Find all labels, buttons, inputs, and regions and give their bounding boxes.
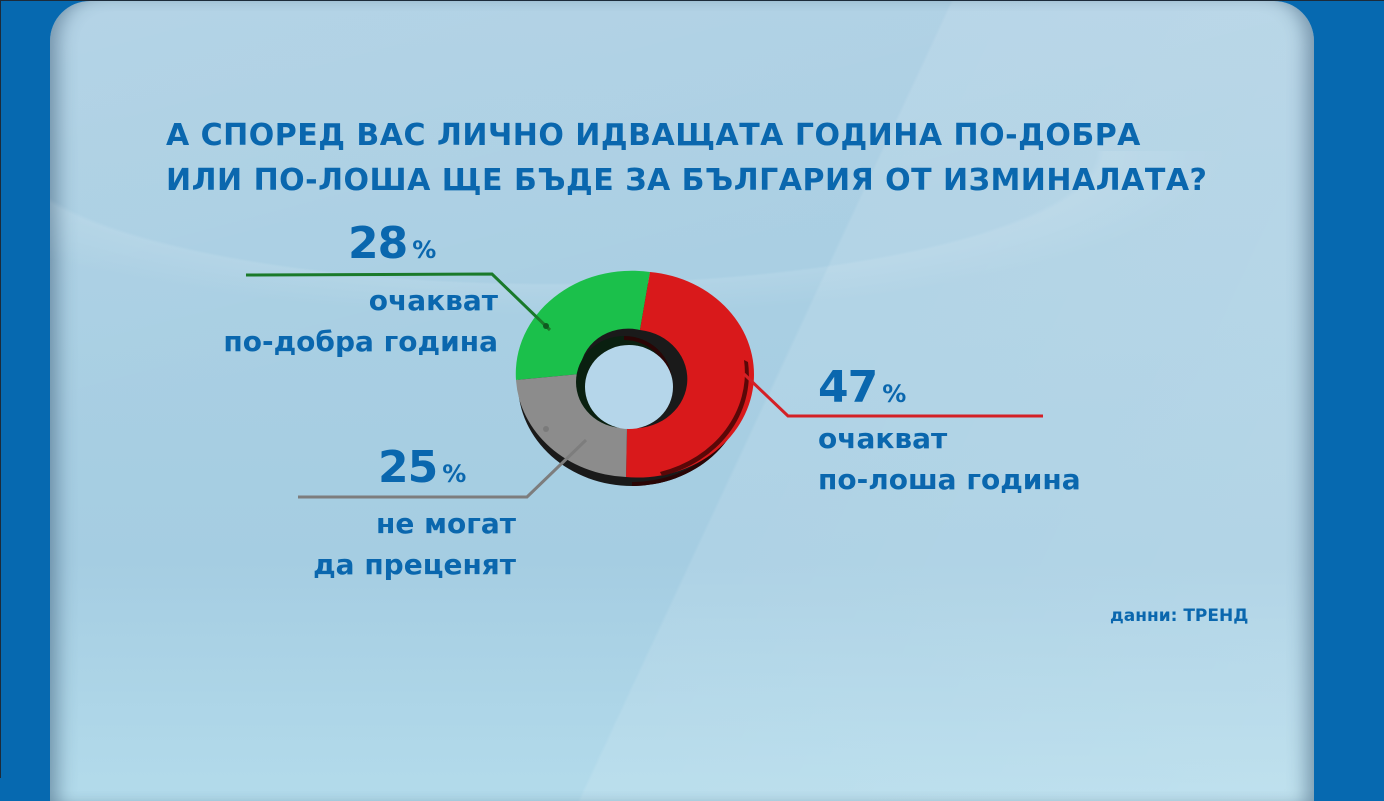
content-panel [50,1,1314,801]
top-border [0,0,1384,1]
right-frame [1314,1,1384,778]
label-worse-line-2: по-лоша година [818,463,1081,496]
background-sheen [50,151,1314,801]
label-better: очакват по-добра година [158,280,498,362]
pct-better-value: 28 [348,218,408,269]
donut-chart [245,270,1043,499]
donut-hole [585,345,673,429]
pct-better: 28% [348,218,436,269]
left-border [0,0,1,778]
label-worse-line-1: очакват [818,422,948,455]
pct-worse-value: 47 [818,362,878,413]
pct-better-unit: % [412,236,437,264]
leader-line-worse [742,372,1043,418]
label-worse: очакват по-лоша година [818,418,1081,500]
pct-unsure-unit: % [442,460,467,488]
donut-slice-worse [626,272,754,478]
leader-line-better [245,272,552,332]
label-unsure-line-2: да преценят [313,548,516,581]
title-line-2: ИЛИ ПО-ЛОША ЩЕ БЪДЕ ЗА БЪЛГАРИЯ ОТ ИЗМИН… [166,163,1208,198]
pct-unsure: 25% [378,442,466,493]
label-unsure: не могат да преценят [290,503,516,585]
pct-worse: 47% [818,362,906,413]
label-better-line-2: по-добра година [223,325,498,358]
leader-line-unsure [298,438,588,499]
data-source: данни: ТРЕНД [1110,606,1249,626]
donut-slice-better [515,270,650,380]
donut-slice-unsure [516,374,627,477]
label-better-line-1: очакват [368,284,498,317]
label-unsure-line-1: не могат [376,507,516,540]
chart-title: А СПОРЕД ВАС ЛИЧНО ИДВАЩАТА ГОДИНА ПО-ДО… [166,113,1207,203]
pct-unsure-value: 25 [378,442,438,493]
pct-worse-unit: % [882,380,907,408]
title-line-1: А СПОРЕД ВАС ЛИЧНО ИДВАЩАТА ГОДИНА ПО-ДО… [166,118,1141,153]
